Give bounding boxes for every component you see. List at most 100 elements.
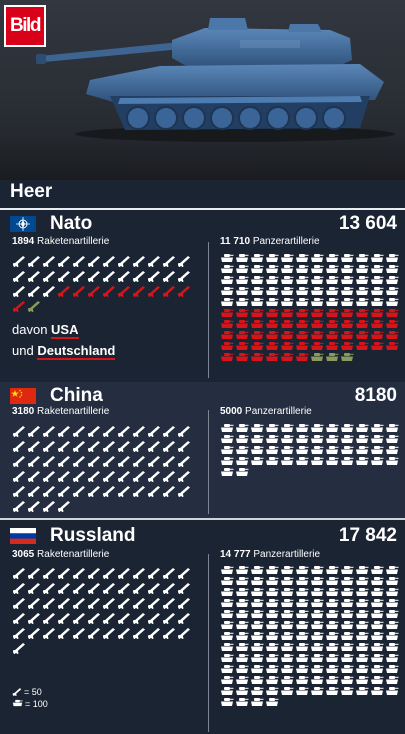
tank-icon bbox=[281, 298, 294, 306]
tank-icon bbox=[296, 446, 309, 454]
tank-icon bbox=[356, 610, 369, 618]
tank-icon bbox=[251, 632, 264, 640]
tank-icon bbox=[326, 342, 339, 350]
rocket-launcher-icon bbox=[13, 613, 25, 624]
tank-icon bbox=[371, 599, 384, 607]
rocket-launcher-icon bbox=[178, 598, 190, 609]
tank-icon bbox=[341, 654, 354, 662]
tank-icon bbox=[371, 621, 384, 629]
tank-icon bbox=[371, 446, 384, 454]
tank-icon bbox=[356, 276, 369, 284]
tank-icon bbox=[296, 424, 309, 432]
tank-icon bbox=[371, 654, 384, 662]
tank-icon bbox=[356, 254, 369, 262]
bild-logo[interactable]: Bild bbox=[4, 5, 46, 47]
tank-icon bbox=[341, 276, 354, 284]
rocket-launcher-icon bbox=[13, 441, 25, 452]
column-divider bbox=[208, 554, 209, 732]
rocket-launcher-icon bbox=[88, 426, 100, 437]
tank-icon bbox=[296, 265, 309, 273]
tank-icon bbox=[266, 577, 279, 585]
rocket-launcher-icon bbox=[118, 256, 130, 267]
legend: = 50 = 100 bbox=[12, 686, 48, 710]
rocket-launcher-icon bbox=[148, 486, 160, 497]
tank-icon bbox=[341, 621, 354, 629]
tank-icon bbox=[356, 435, 369, 443]
tank-icon bbox=[371, 610, 384, 618]
rocket-launcher-icon bbox=[58, 471, 70, 482]
rocket-launcher-icon bbox=[13, 598, 25, 609]
tank-icon bbox=[236, 298, 249, 306]
tank-icon bbox=[221, 254, 234, 262]
tank-icon bbox=[341, 610, 354, 618]
tank-icon bbox=[311, 457, 324, 465]
rocket-launcher-icon bbox=[73, 486, 85, 497]
rocket-launcher-icon bbox=[28, 456, 40, 467]
tank-icon bbox=[266, 599, 279, 607]
panel-china: China 8180 3180 Raketenartillerie 5000 P… bbox=[0, 382, 405, 518]
rocket-grid bbox=[12, 253, 192, 313]
tank-icon bbox=[281, 577, 294, 585]
tank-icon bbox=[236, 320, 249, 328]
rocket-launcher-icon bbox=[118, 426, 130, 437]
tank-icon bbox=[341, 342, 354, 350]
rocket-launcher-icon bbox=[58, 501, 70, 512]
rocket-launcher-icon bbox=[43, 471, 55, 482]
tank-icon bbox=[221, 665, 234, 673]
tank-icon bbox=[266, 276, 279, 284]
rocket-launcher-icon bbox=[148, 583, 160, 594]
rocket-launcher-icon bbox=[163, 426, 175, 437]
section-rule bbox=[0, 208, 405, 210]
tank-icon bbox=[221, 424, 234, 432]
tank-icon bbox=[326, 446, 339, 454]
tank-icon bbox=[266, 320, 279, 328]
tank-icon bbox=[311, 265, 324, 273]
rocket-launcher-icon bbox=[163, 271, 175, 282]
column-divider bbox=[208, 242, 209, 378]
tank-icon bbox=[371, 342, 384, 350]
tank-icon bbox=[221, 457, 234, 465]
tank-icon bbox=[281, 621, 294, 629]
tank-icon bbox=[281, 265, 294, 273]
tank-icon bbox=[266, 353, 279, 361]
rocket-launcher-icon bbox=[43, 613, 55, 624]
tank-icon bbox=[311, 287, 324, 295]
road-wheel bbox=[126, 106, 150, 130]
tank-icon bbox=[296, 599, 309, 607]
rocket-launcher-icon bbox=[118, 583, 130, 594]
tank-icon bbox=[281, 632, 294, 640]
tank-icon bbox=[341, 566, 354, 574]
tank-icon bbox=[386, 643, 399, 651]
rocket-launcher-icon bbox=[88, 568, 100, 579]
tank-icon bbox=[251, 298, 264, 306]
tank-icon bbox=[296, 654, 309, 662]
tank-label: 11 710 Panzerartillerie bbox=[220, 236, 320, 247]
tank-icon bbox=[386, 610, 399, 618]
tank-icon bbox=[236, 446, 249, 454]
rocket-launcher-icon bbox=[13, 583, 25, 594]
rocket-launcher-icon bbox=[178, 471, 190, 482]
tank-icon bbox=[386, 599, 399, 607]
tank-icon bbox=[326, 424, 339, 432]
tank-icon bbox=[326, 435, 339, 443]
panel-total: 13 604 bbox=[338, 213, 397, 234]
tank-icon bbox=[371, 676, 384, 684]
rocket-launcher-icon bbox=[43, 598, 55, 609]
rocket-launcher-icon bbox=[58, 286, 70, 297]
tank-icon bbox=[221, 265, 234, 273]
tank-icon bbox=[386, 298, 399, 306]
rocket-launcher-icon bbox=[163, 286, 175, 297]
tank-icon bbox=[221, 287, 234, 295]
tank-icon bbox=[221, 687, 234, 695]
tank-icon bbox=[356, 265, 369, 273]
tank-icon bbox=[251, 457, 264, 465]
tank-icon bbox=[236, 599, 249, 607]
rocket-launcher-icon bbox=[43, 441, 55, 452]
tank-icon bbox=[281, 353, 294, 361]
tank-icon bbox=[266, 665, 279, 673]
road-wheel bbox=[294, 106, 318, 130]
tank-label: 14 777 Panzerartillerie bbox=[220, 549, 321, 560]
tank-icon bbox=[236, 698, 249, 706]
tank-icon bbox=[386, 254, 399, 262]
tank-icon bbox=[281, 446, 294, 454]
